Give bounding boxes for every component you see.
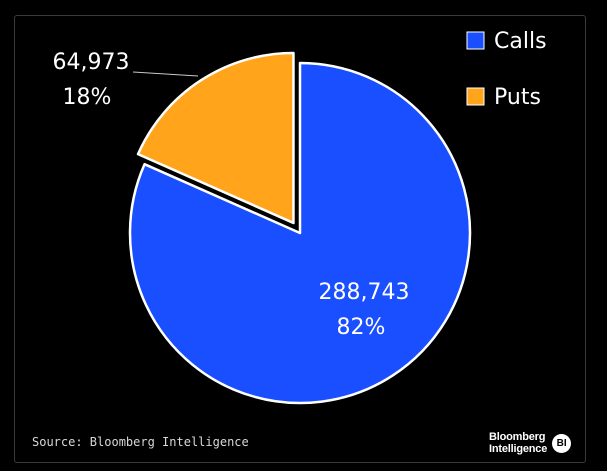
legend-label-puts: Puts	[494, 85, 541, 110]
puts-leader-line	[132, 71, 199, 77]
puts-percent-label: 18%	[63, 85, 112, 110]
bi-badge-icon: BI	[552, 433, 572, 453]
legend: Calls Puts	[466, 29, 547, 110]
logo-line1: Bloomberg	[489, 431, 546, 443]
source-note: Source: Bloomberg Intelligence	[32, 435, 249, 449]
pie-slice-calls	[128, 61, 472, 405]
puts-value-label: 64,973	[53, 50, 130, 75]
pie-slice-puts	[136, 51, 295, 225]
pie-slices	[128, 51, 472, 405]
legend-swatch-calls	[466, 31, 485, 50]
calls-value-label: 288,743	[319, 280, 410, 305]
calls-percent-label: 82%	[337, 315, 386, 340]
legend-swatch-puts	[466, 87, 485, 106]
legend-label-calls: Calls	[494, 29, 547, 54]
bloomberg-intelligence-logo: Bloomberg Intelligence BI	[489, 431, 572, 455]
logo-line2: Intelligence	[489, 443, 548, 455]
